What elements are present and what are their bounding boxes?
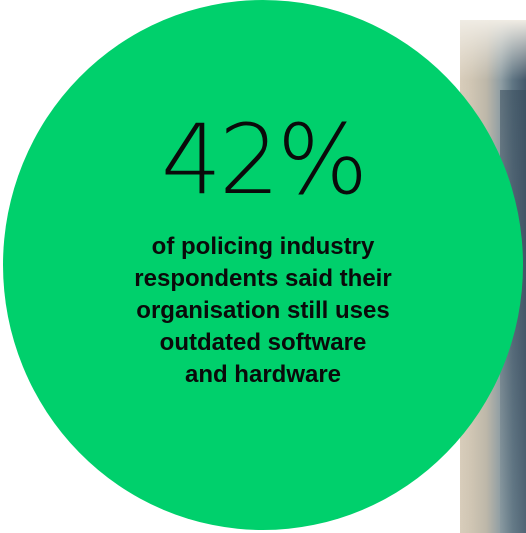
stat-caption-line: respondents said their bbox=[134, 265, 392, 292]
stat-caption-line: of policing industry bbox=[151, 233, 375, 260]
stat-caption-line: outdated software bbox=[159, 329, 367, 356]
stat-caption-line: organisation still uses bbox=[136, 297, 390, 324]
stat-caption: of policing industry respondents said th… bbox=[0, 231, 526, 391]
stat-percentage: 42% bbox=[160, 104, 368, 216]
stat-circle bbox=[3, 0, 523, 530]
background-photo-highlight bbox=[460, 20, 526, 80]
stat-caption-line: and hardware bbox=[184, 361, 342, 388]
